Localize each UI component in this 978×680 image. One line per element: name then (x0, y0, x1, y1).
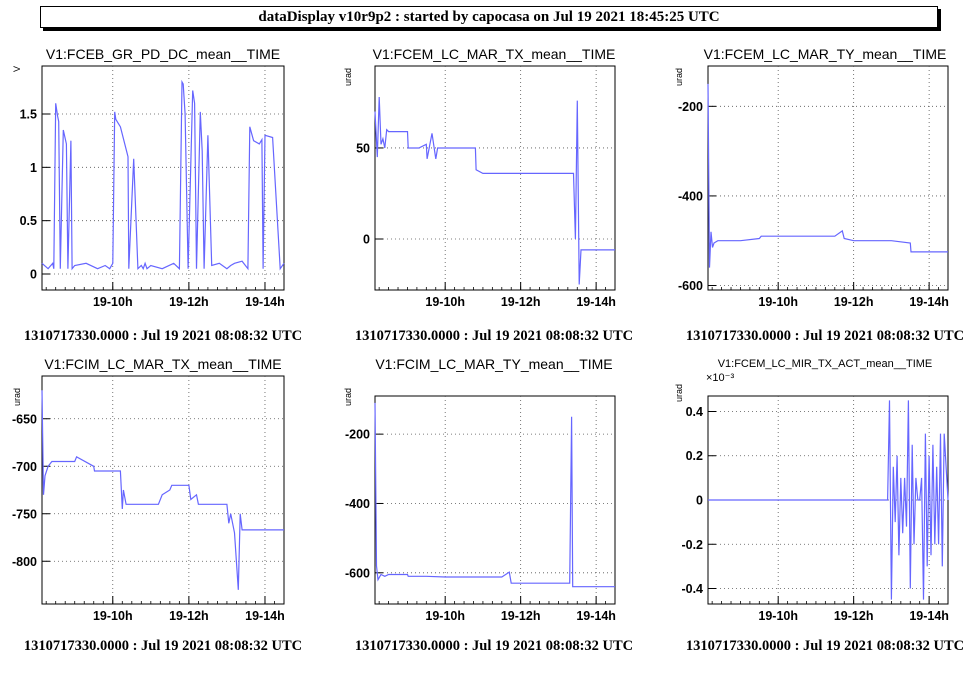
chart-plot: 19-10h 19-12h 19-14h 0 50 (356, 65, 616, 309)
plot-frame (41, 65, 285, 291)
plot-frame (41, 375, 285, 605)
series-line (41, 79, 285, 271)
y-tick-label: -400 (678, 189, 703, 203)
y-tick-label: -0.2 (681, 538, 703, 552)
y-tick-label: 50 (356, 141, 370, 155)
y-tick-label: -700 (12, 460, 37, 474)
series-line (708, 400, 949, 600)
timestamp-label: 1310717330.0000 : Jul 19 2021 08:08:32 U… (23, 328, 303, 344)
x-tick-label: 19-12h (834, 609, 874, 623)
y-tick-label: 0.4 (686, 405, 703, 419)
x-tick-label: 19-14h (576, 609, 616, 623)
timestamp-label: 1310717330.0000 : Jul 19 2021 08:08:32 U… (354, 638, 634, 654)
chart-panel-3: V1:FCEM_LC_MAR_TY_mean__TIME urad 19-10h… (662, 38, 978, 370)
plot-frame (707, 65, 949, 291)
y-tick-label: -750 (12, 507, 37, 521)
chart-title: V1:FCEM_LC_MIR_TX_ACT_mean__TIME (717, 358, 933, 370)
chart-plot: 19-10h 19-12h 19-14h -600 -400 -200 (345, 395, 616, 623)
chart-plot: 19-10h 19-12h 19-14h -800 -750 -700 -650 (12, 375, 285, 623)
y-tick-label: 0 (363, 233, 370, 247)
chart-panel-6: V1:FCEM_LC_MIR_TX_ACT_mean__TIME urad ×1… (662, 348, 978, 680)
chart-title: V1:FCEM_LC_MAR_TY_mean__TIME (703, 46, 947, 62)
chart-plot: 19-10h 19-12h 19-14h 0 0.5 1 1.5 (20, 65, 285, 309)
chart-title: V1:FCIM_LC_MAR_TY_mean__TIME (375, 356, 613, 372)
x-tick-label: 19-12h (169, 609, 209, 623)
chart-plot: 19-10h 19-12h 19-14h -0.4 -0.2 0 0.2 0.4 (681, 395, 949, 623)
y-tick-label: -800 (12, 555, 37, 569)
chart-panel-4: V1:FCIM_LC_MAR_TX_mean__TIME urad 19-10h… (0, 348, 326, 680)
y-tick-label: -600 (678, 279, 703, 293)
x-tick-label: 19-12h (501, 295, 541, 309)
chart-plot: 19-10h 19-12h 19-14h -600 -400 -200 (678, 65, 949, 309)
y-tick-label: 1 (30, 161, 37, 175)
x-tick-label: 19-14h (909, 609, 949, 623)
chart-panel-2: V1:FCEM_LC_MAR_TX_mean__TIME urad 19-10h… (331, 38, 657, 370)
y-tick-label: -0.4 (681, 582, 703, 596)
window-title-bar: dataDisplay v10r9p2 : started by capocas… (40, 6, 938, 28)
series-line (374, 402, 615, 588)
x-tick-label: 19-12h (169, 295, 209, 309)
axis-multiplier: ×10⁻³ (706, 372, 735, 384)
x-tick-label: 19-12h (501, 609, 541, 623)
timestamp-label: 1310717330.0000 : Jul 19 2021 08:08:32 U… (354, 328, 634, 344)
x-tick-label: 19-14h (245, 295, 285, 309)
x-tick-label: 19-10h (425, 295, 465, 309)
timestamp-label: 1310717330.0000 : Jul 19 2021 08:08:32 U… (685, 328, 965, 344)
x-tick-label: 19-10h (93, 609, 133, 623)
y-tick-label: -600 (345, 566, 370, 580)
y-tick-label: 0 (696, 494, 703, 508)
series-line (374, 96, 615, 285)
y-tick-label: -400 (345, 497, 370, 511)
chart-panel-1: V1:FCEB_GR_PD_DC_mean__TIME V 19-10h 19-1… (0, 38, 326, 370)
x-tick-label: 19-12h (834, 295, 874, 309)
y-tick-label: -200 (678, 100, 703, 114)
y-tick-label: -200 (345, 428, 370, 442)
window-title: dataDisplay v10r9p2 : started by capocas… (258, 9, 720, 25)
timestamp-label: 1310717330.0000 : Jul 19 2021 08:08:32 U… (23, 638, 303, 654)
x-tick-label: 19-10h (758, 295, 798, 309)
y-tick-label: -650 (12, 412, 37, 426)
timestamp-label: 1310717330.0000 : Jul 19 2021 08:08:32 U… (685, 638, 965, 654)
series-line (707, 83, 948, 268)
x-tick-label: 19-10h (93, 295, 133, 309)
plot-frame (374, 395, 616, 605)
x-tick-label: 19-14h (576, 295, 616, 309)
chart-title: V1:FCEM_LC_MAR_TX_mean__TIME (372, 46, 616, 62)
x-tick-label: 19-14h (909, 295, 949, 309)
y-tick-label: 0 (30, 268, 37, 282)
chart-title: V1:FCIM_LC_MAR_TX_mean__TIME (44, 356, 282, 372)
plot-frame (374, 65, 616, 291)
y-tick-label: 0.5 (20, 214, 37, 228)
x-tick-label: 19-10h (758, 609, 798, 623)
x-tick-label: 19-14h (245, 609, 285, 623)
series-line (41, 390, 284, 590)
chart-panel-5: V1:FCIM_LC_MAR_TY_mean__TIME urad 19-10h… (331, 348, 657, 680)
chart-title: V1:FCEB_GR_PD_DC_mean__TIME (45, 46, 281, 62)
x-tick-label: 19-10h (425, 609, 465, 623)
y-tick-label: 1.5 (20, 108, 37, 122)
y-tick-label: 0.2 (686, 449, 703, 463)
